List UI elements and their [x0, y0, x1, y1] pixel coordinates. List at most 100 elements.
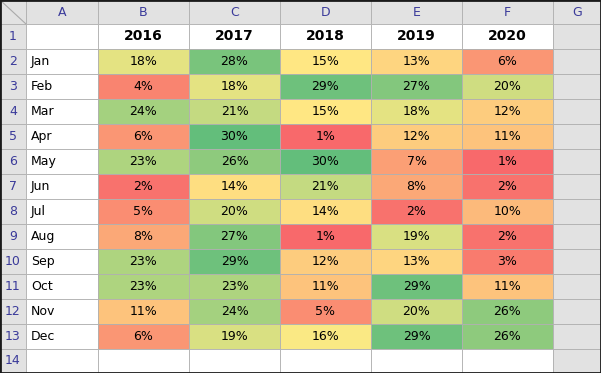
Bar: [189, 74, 280, 99]
Text: B: B: [139, 6, 148, 19]
Text: 7%: 7%: [406, 155, 427, 168]
Text: 11%: 11%: [493, 280, 522, 293]
Bar: [26, 224, 98, 249]
Text: 1: 1: [9, 30, 17, 43]
Bar: [280, 74, 371, 99]
Text: 29%: 29%: [403, 330, 430, 343]
Text: C: C: [230, 6, 239, 19]
Text: 2017: 2017: [215, 29, 254, 44]
Bar: [280, 349, 371, 373]
Text: 8%: 8%: [406, 180, 427, 193]
Text: 1%: 1%: [498, 155, 517, 168]
Text: Dec: Dec: [31, 330, 55, 343]
Bar: [371, 224, 462, 249]
Bar: [371, 249, 462, 274]
Text: F: F: [504, 6, 511, 19]
Text: 5%: 5%: [133, 205, 153, 218]
Text: 2018: 2018: [306, 29, 345, 44]
Text: 23%: 23%: [130, 255, 157, 268]
Bar: [462, 124, 553, 149]
Text: 4%: 4%: [133, 80, 153, 93]
Text: Sep: Sep: [31, 255, 55, 268]
Bar: [0, 149, 26, 174]
Bar: [371, 274, 462, 299]
Text: 14%: 14%: [312, 205, 340, 218]
Bar: [462, 299, 553, 324]
Text: 26%: 26%: [221, 155, 248, 168]
Bar: [371, 149, 462, 174]
Bar: [553, 249, 601, 274]
Text: Aug: Aug: [31, 230, 55, 243]
Text: 30%: 30%: [311, 155, 340, 168]
Bar: [189, 0, 280, 24]
Bar: [280, 324, 371, 349]
Text: 6: 6: [9, 155, 17, 168]
Bar: [189, 24, 280, 49]
Text: 18%: 18%: [403, 105, 430, 118]
Bar: [280, 149, 371, 174]
Bar: [553, 199, 601, 224]
Text: 15%: 15%: [311, 105, 340, 118]
Bar: [98, 249, 189, 274]
Bar: [0, 324, 26, 349]
Bar: [98, 149, 189, 174]
Text: 29%: 29%: [221, 255, 248, 268]
Bar: [189, 224, 280, 249]
Text: E: E: [412, 6, 421, 19]
Bar: [189, 124, 280, 149]
Bar: [280, 249, 371, 274]
Text: 4: 4: [9, 105, 17, 118]
Text: 21%: 21%: [312, 180, 340, 193]
Text: 24%: 24%: [221, 305, 248, 318]
Bar: [553, 24, 601, 49]
Text: Oct: Oct: [31, 280, 53, 293]
Text: 13%: 13%: [403, 255, 430, 268]
Bar: [98, 349, 189, 373]
Bar: [26, 0, 98, 24]
Text: 14%: 14%: [221, 180, 248, 193]
Text: A: A: [58, 6, 66, 19]
Bar: [189, 324, 280, 349]
Text: 29%: 29%: [312, 80, 340, 93]
Bar: [0, 0, 26, 24]
Bar: [371, 49, 462, 74]
Text: 2%: 2%: [406, 205, 427, 218]
Bar: [0, 124, 26, 149]
Text: Nov: Nov: [31, 305, 55, 318]
Text: 20%: 20%: [493, 80, 522, 93]
Text: 1%: 1%: [316, 130, 335, 143]
Text: Feb: Feb: [31, 80, 53, 93]
Text: 23%: 23%: [130, 155, 157, 168]
Text: 27%: 27%: [221, 230, 248, 243]
Text: 12%: 12%: [403, 130, 430, 143]
Bar: [189, 299, 280, 324]
Bar: [26, 74, 98, 99]
Text: 11%: 11%: [130, 305, 157, 318]
Bar: [462, 74, 553, 99]
Bar: [462, 324, 553, 349]
Bar: [26, 199, 98, 224]
Bar: [0, 274, 26, 299]
Bar: [280, 174, 371, 199]
Bar: [0, 99, 26, 124]
Bar: [26, 174, 98, 199]
Bar: [371, 174, 462, 199]
Bar: [98, 224, 189, 249]
Bar: [98, 299, 189, 324]
Bar: [0, 199, 26, 224]
Text: 11%: 11%: [312, 280, 340, 293]
Bar: [26, 274, 98, 299]
Text: 20%: 20%: [221, 205, 248, 218]
Text: 15%: 15%: [311, 55, 340, 68]
Text: 11%: 11%: [493, 130, 522, 143]
Text: 14: 14: [5, 354, 21, 367]
Text: 12%: 12%: [312, 255, 340, 268]
Text: 2020: 2020: [488, 29, 527, 44]
Bar: [462, 199, 553, 224]
Bar: [189, 149, 280, 174]
Text: 8: 8: [9, 205, 17, 218]
Text: 5: 5: [9, 130, 17, 143]
Text: 2%: 2%: [498, 230, 517, 243]
Text: Mar: Mar: [31, 105, 55, 118]
Text: Jan: Jan: [31, 55, 50, 68]
